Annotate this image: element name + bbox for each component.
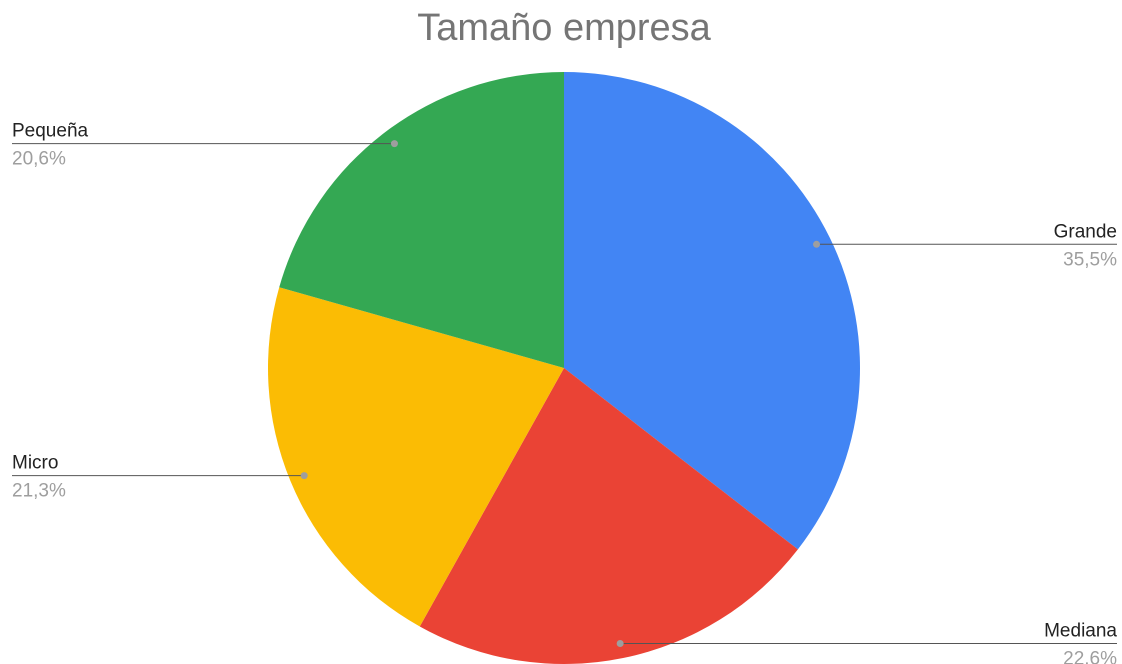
pie-slice <box>419 368 798 664</box>
slice-value: 22,6% <box>1063 649 1117 664</box>
pie-slice <box>279 72 564 368</box>
chart-title: Tamaño empresa <box>417 7 711 49</box>
slice-label: Grande <box>1054 221 1117 242</box>
pie-slice <box>564 72 860 550</box>
leader-dot <box>300 472 308 480</box>
slice-value: 21,3% <box>12 481 66 502</box>
leader-dot <box>390 140 398 148</box>
slice-value: 35,5% <box>1063 249 1117 270</box>
pie-slice <box>268 287 564 627</box>
slice-label: Mediana <box>1044 621 1117 642</box>
leader-dot <box>813 240 821 248</box>
slice-label: Micro <box>12 453 58 474</box>
slice-value: 20,6% <box>12 149 66 170</box>
leader-dot <box>616 640 624 648</box>
slice-label: Pequeña <box>12 121 89 142</box>
